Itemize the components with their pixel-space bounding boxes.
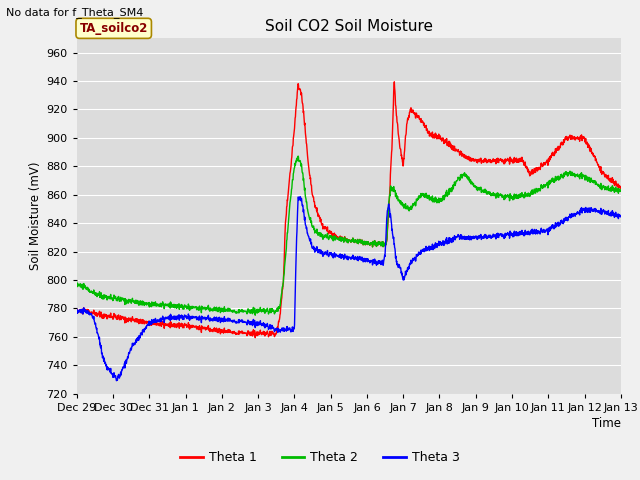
Legend: Theta 1, Theta 2, Theta 3: Theta 1, Theta 2, Theta 3 bbox=[175, 446, 465, 469]
Title: Soil CO2 Soil Moisture: Soil CO2 Soil Moisture bbox=[265, 20, 433, 35]
Text: No data for f_Theta_SM4: No data for f_Theta_SM4 bbox=[6, 7, 144, 18]
X-axis label: Time: Time bbox=[592, 417, 621, 430]
Text: TA_soilco2: TA_soilco2 bbox=[79, 22, 148, 35]
Y-axis label: Soil Moisture (mV): Soil Moisture (mV) bbox=[29, 162, 42, 270]
